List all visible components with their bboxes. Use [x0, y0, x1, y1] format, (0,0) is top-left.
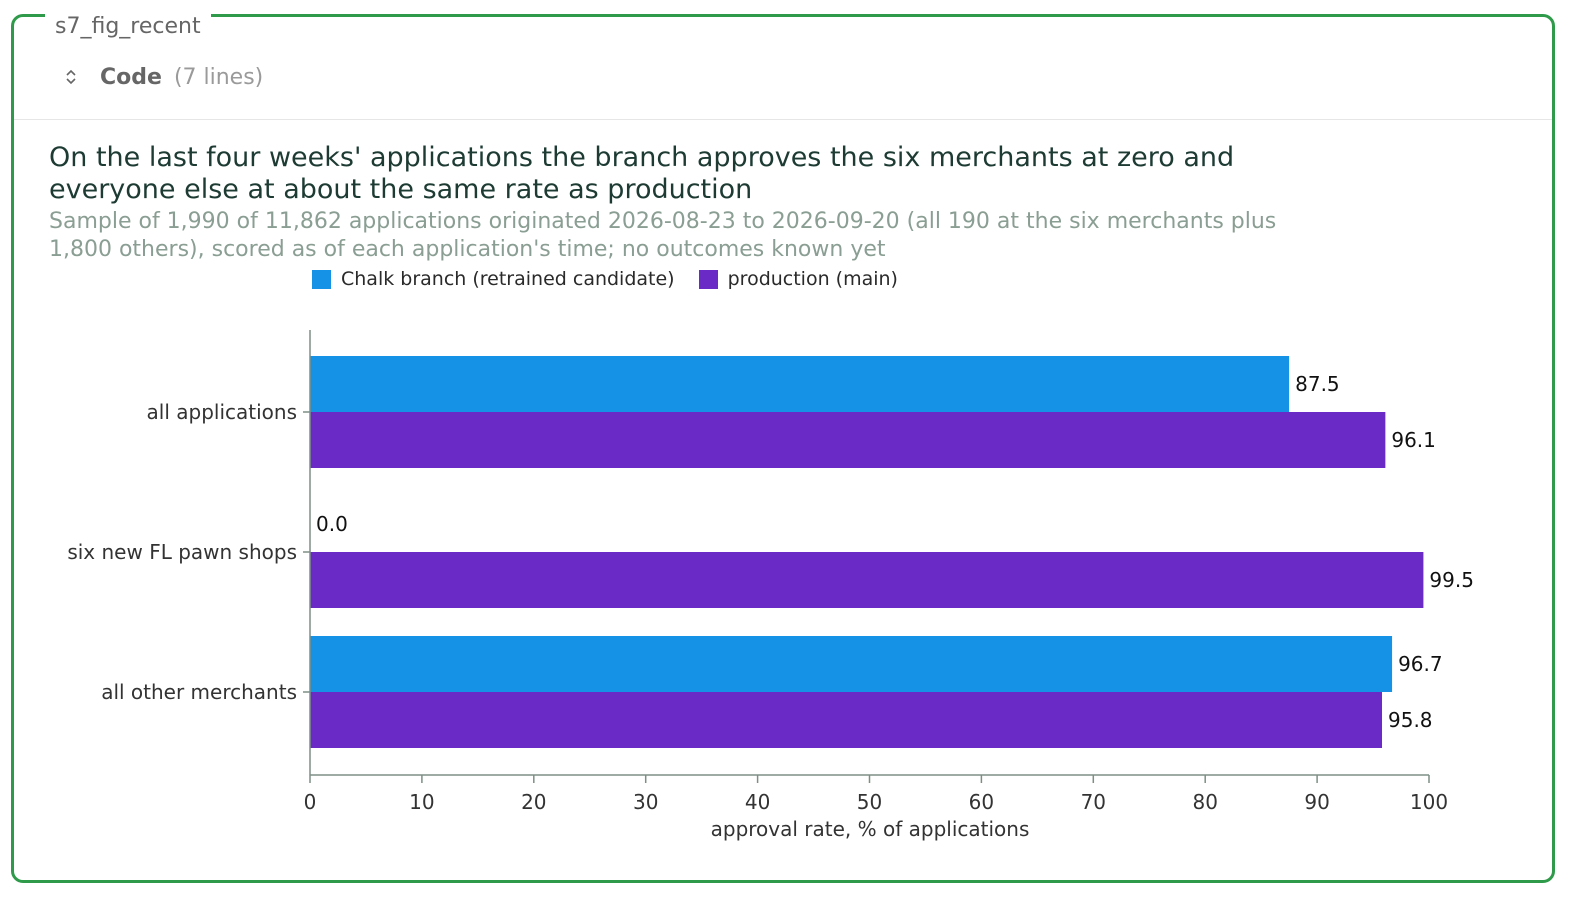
- category-label-0: all applications: [147, 400, 297, 424]
- bar-1-2: [310, 692, 1383, 748]
- legend-label-branch: Chalk branch (retrained candidate): [341, 268, 675, 290]
- category-label-2: all other merchants: [101, 680, 297, 704]
- legend-label-production: production (main): [727, 268, 898, 290]
- cell-name: s7_fig_recent: [45, 10, 211, 44]
- bar-0-2: [310, 636, 1393, 692]
- legend-swatch-production: [698, 269, 718, 289]
- x-tick-label-6: 60: [969, 790, 994, 814]
- data-label-1-1: 99.5: [1429, 568, 1474, 592]
- chart-subtitle: Sample of 1,990 of 11,862 applications o…: [49, 209, 1277, 262]
- bar-1-0: [310, 412, 1386, 468]
- code-label: Code: [100, 64, 162, 90]
- code-toggle-button[interactable]: Code (7 lines): [64, 58, 263, 96]
- bar-1-1: [310, 552, 1424, 608]
- category-label-1: six new FL pawn shops: [67, 540, 297, 564]
- legend-item-branch: Chalk branch (retrained candidate): [312, 268, 675, 290]
- expand-collapse-icon: [66, 69, 76, 85]
- x-tick-label-1: 10: [409, 790, 434, 814]
- x-tick-label-10: 100: [1410, 790, 1448, 814]
- code-line-count: (7 lines): [173, 64, 264, 90]
- cell-divider: [14, 119, 1552, 120]
- data-label-0-0: 87.5: [1295, 372, 1340, 396]
- x-tick-label-3: 30: [633, 790, 658, 814]
- output-cell-frame: [11, 14, 1555, 883]
- bar-0-0: [310, 356, 1290, 412]
- data-label-1-0: 96.1: [1391, 428, 1436, 452]
- x-tick-label-0: 0: [304, 790, 317, 814]
- x-tick-label-5: 50: [857, 790, 882, 814]
- data-label-1-2: 95.8: [1388, 708, 1433, 732]
- x-axis-label: approval rate, % of applications: [710, 817, 1030, 841]
- legend-swatch-branch: [312, 269, 331, 289]
- x-tick-label-2: 20: [521, 790, 546, 814]
- chart-legend: Chalk branch (retrained candidate) produ…: [312, 268, 922, 290]
- x-tick-label-4: 40: [745, 790, 770, 814]
- data-label-0-2: 96.7: [1398, 652, 1443, 676]
- x-tick-label-8: 80: [1192, 790, 1217, 814]
- legend-item-production: production (main): [698, 268, 898, 290]
- chart-title: On the last four weeks' applications the…: [49, 142, 1235, 205]
- x-tick-label-9: 90: [1304, 790, 1329, 814]
- x-tick-label-7: 70: [1081, 790, 1106, 814]
- data-label-0-1: 0.0: [316, 512, 348, 536]
